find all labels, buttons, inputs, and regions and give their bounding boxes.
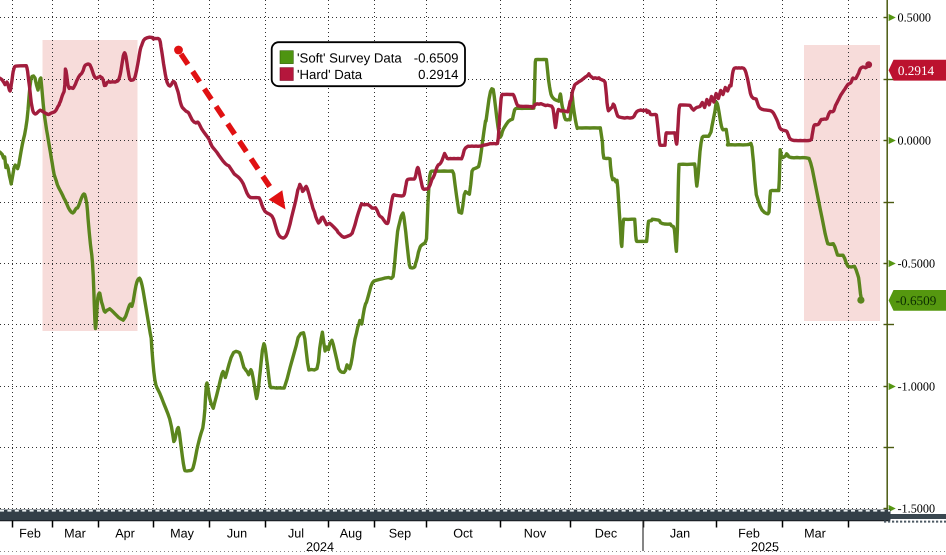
svg-text:Feb: Feb <box>19 527 41 541</box>
svg-text:Oct: Oct <box>453 527 473 541</box>
svg-text:-0.5000: -0.5000 <box>898 257 936 271</box>
svg-text:Jun: Jun <box>227 527 247 541</box>
svg-text:May: May <box>170 527 194 541</box>
svg-text:2025: 2025 <box>751 540 779 554</box>
svg-text:'Soft' Survey Data: 'Soft' Survey Data <box>297 50 402 65</box>
svg-text:Jan: Jan <box>670 527 690 541</box>
svg-text:0.2914: 0.2914 <box>418 67 458 82</box>
svg-text:-0.6509: -0.6509 <box>414 50 459 65</box>
svg-text:0.0000: 0.0000 <box>898 134 932 148</box>
svg-text:Dec: Dec <box>595 527 617 541</box>
svg-text:'Hard' Data: 'Hard' Data <box>297 67 363 82</box>
svg-text:Aug: Aug <box>340 527 362 541</box>
svg-text:0.2914: 0.2914 <box>898 63 935 78</box>
svg-text:Feb: Feb <box>738 527 760 541</box>
svg-text:-1.0000: -1.0000 <box>898 380 936 394</box>
svg-text:2024: 2024 <box>306 540 334 554</box>
svg-text:-1.5000: -1.5000 <box>898 502 936 516</box>
svg-text:-0.6509: -0.6509 <box>896 293 937 308</box>
svg-text:Nov: Nov <box>524 527 547 541</box>
svg-text:Jul: Jul <box>288 527 304 541</box>
svg-text:Apr: Apr <box>115 527 135 541</box>
svg-text:Sep: Sep <box>389 527 411 541</box>
svg-text:Mar: Mar <box>64 527 86 541</box>
svg-text:Mar: Mar <box>804 527 826 541</box>
svg-text:0.5000: 0.5000 <box>898 11 932 25</box>
